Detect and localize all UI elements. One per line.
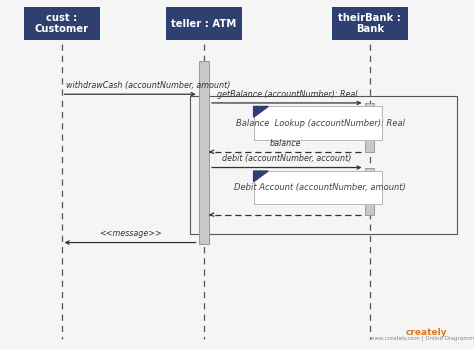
Polygon shape bbox=[254, 171, 382, 204]
Text: theirBank :
Bank: theirBank : Bank bbox=[338, 13, 401, 34]
Bar bbox=[190, 96, 457, 234]
Text: <<message>>: <<message>> bbox=[99, 229, 162, 238]
Bar bbox=[365, 168, 374, 215]
Text: withdrawCash (accountNumber, amount): withdrawCash (accountNumber, amount) bbox=[66, 81, 231, 90]
Text: Balance  Lookup (accountNumber): Real: Balance Lookup (accountNumber): Real bbox=[236, 119, 405, 127]
Text: teller : ATM: teller : ATM bbox=[171, 18, 237, 29]
Bar bbox=[365, 103, 374, 152]
Bar bbox=[332, 7, 408, 40]
Text: www.creately.com | Online Diagramming: www.creately.com | Online Diagramming bbox=[370, 336, 474, 341]
Bar bbox=[166, 7, 242, 40]
Polygon shape bbox=[254, 171, 268, 182]
Text: balance: balance bbox=[269, 139, 301, 148]
Text: getBalance (accountNumber): Real: getBalance (accountNumber): Real bbox=[217, 90, 357, 99]
Bar bbox=[24, 7, 100, 40]
Text: cust :
Customer: cust : Customer bbox=[35, 13, 89, 34]
Polygon shape bbox=[254, 106, 268, 117]
Text: creately: creately bbox=[406, 328, 447, 337]
Text: debit (accountNumber, account): debit (accountNumber, account) bbox=[222, 154, 351, 163]
Text: Debit Account (accountNumber, amount): Debit Account (accountNumber, amount) bbox=[234, 183, 406, 192]
Bar bbox=[199, 61, 209, 244]
Polygon shape bbox=[254, 106, 382, 140]
